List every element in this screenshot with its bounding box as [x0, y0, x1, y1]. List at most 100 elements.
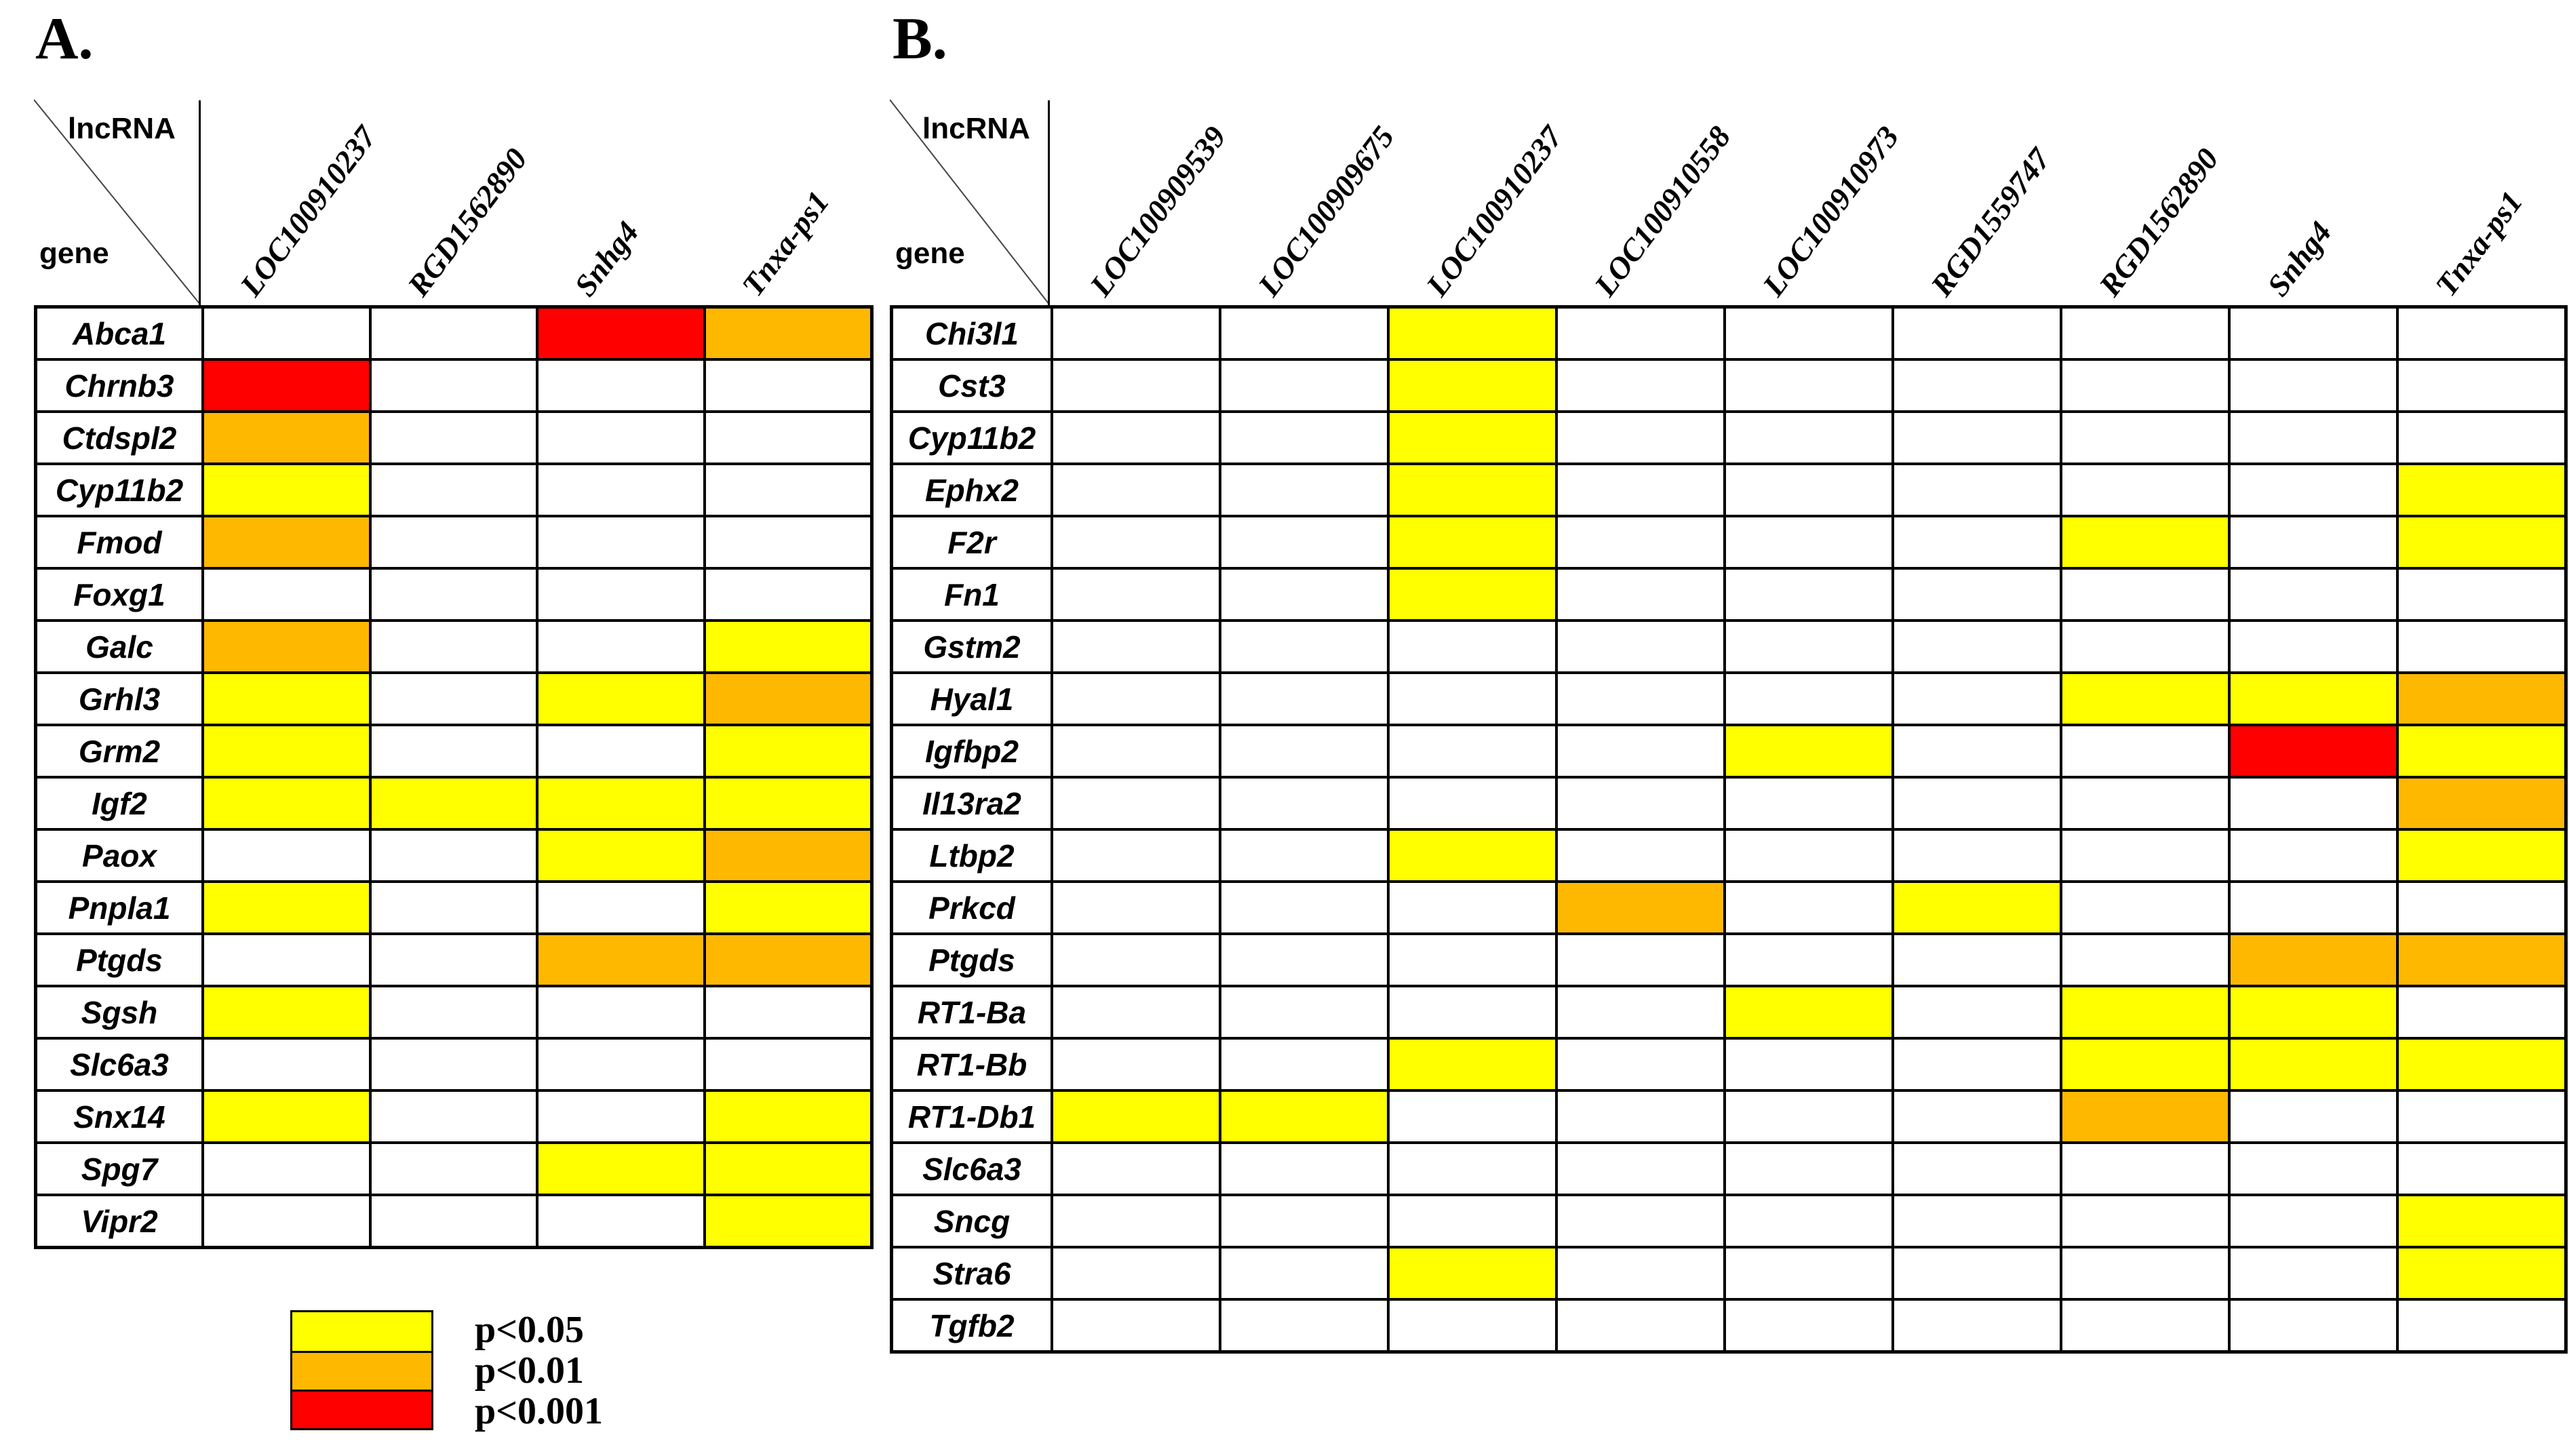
panel-b-lncrna-axis-label: lncRNA [922, 112, 1030, 145]
heatmap-cell [1893, 1090, 2061, 1143]
heatmap-cell [2397, 516, 2566, 568]
gene-row-label: F2r [892, 516, 1052, 568]
heatmap-cell [1220, 1299, 1388, 1352]
heatmap-cell [203, 725, 370, 777]
panel-b-corner-diagonal-line [890, 99, 1050, 305]
heatmap-cell [203, 673, 370, 725]
gene-row-label: Grm2 [36, 725, 203, 777]
heatmap-cell [1556, 1038, 1725, 1090]
heatmap-cell [1725, 829, 1893, 882]
heatmap-cell [1725, 1299, 1893, 1352]
heatmap-cell [1556, 464, 1725, 516]
heatmap-cell [1893, 777, 2061, 829]
gene-row-label: Prkcd [892, 882, 1052, 934]
gene-row-label: Cyp11b2 [892, 412, 1052, 464]
heatmap-cell [2061, 621, 2229, 673]
legend-label-p005: p<0.05 [475, 1309, 585, 1351]
heatmap-cell [1220, 1143, 1388, 1195]
heatmap-cell [1893, 673, 2061, 725]
legend-swatch-box [290, 1310, 433, 1430]
lncrna-column-header: Tnxa-ps1 [2428, 184, 2530, 302]
heatmap-cell [1220, 1195, 1388, 1247]
heatmap-cell [2061, 1247, 2229, 1299]
gene-row-label: Galc [36, 621, 203, 673]
heatmap-cell [2229, 1143, 2397, 1195]
heatmap-cell [2397, 777, 2566, 829]
heatmap-cell [370, 621, 537, 673]
panel-a-gene-axis-label: gene [39, 237, 109, 270]
heatmap-cell [537, 829, 705, 882]
heatmap-cell [2229, 934, 2397, 986]
heatmap-cell [704, 307, 871, 359]
heatmap-cell [1052, 359, 1220, 412]
panel-a-heatmap-grid: Abca1 Chrnb3 Ctdspl2 Cyp11b2 Fmod Foxg1 Galc Gr… [34, 305, 874, 1249]
heatmap-cell [370, 986, 537, 1038]
heatmap-cell [1893, 1195, 2061, 1247]
heatmap-cell [203, 307, 370, 359]
heatmap-cell [1220, 986, 1388, 1038]
heatmap-cell [1388, 882, 1556, 934]
heatmap-cell [704, 1038, 871, 1090]
gene-row-label: Slc6a3 [36, 1038, 203, 1090]
gene-row-label: Ltbp2 [892, 829, 1052, 882]
heatmap-cell [2229, 986, 2397, 1038]
heatmap-cell [1220, 934, 1388, 986]
heatmap-cell [1052, 1299, 1220, 1352]
heatmap-cell [537, 621, 705, 673]
heatmap-cell [2061, 1143, 2229, 1195]
heatmap-cell [1556, 934, 1725, 986]
heatmap-cell [2229, 1195, 2397, 1247]
heatmap-cell [1052, 1090, 1220, 1143]
heatmap-cell [1893, 986, 2061, 1038]
panel-a-header-divider [199, 100, 201, 305]
heatmap-cell [537, 464, 705, 516]
heatmap-cell [1556, 412, 1725, 464]
legend-swatch-p001 [292, 1351, 431, 1390]
heatmap-cell [2061, 1090, 2229, 1143]
heatmap-cell [1388, 1299, 1556, 1352]
heatmap-cell [2229, 307, 2397, 359]
heatmap-cell [1893, 934, 2061, 986]
heatmap-cell [2397, 725, 2566, 777]
heatmap-cell [1052, 464, 1220, 516]
heatmap-cell [2229, 359, 2397, 412]
gene-row-label: Igfbp2 [892, 725, 1052, 777]
heatmap-cell [1052, 673, 1220, 725]
heatmap-cell [203, 1090, 370, 1143]
gene-row-label: Hyal1 [892, 673, 1052, 725]
heatmap-cell [1725, 621, 1893, 673]
heatmap-cell [1052, 621, 1220, 673]
heatmap-cell [704, 621, 871, 673]
heatmap-cell [704, 829, 871, 882]
heatmap-cell [1556, 307, 1725, 359]
heatmap-cell [1725, 412, 1893, 464]
gene-row-label: Cyp11b2 [36, 464, 203, 516]
heatmap-cell [1725, 1038, 1893, 1090]
lncrna-column-header: RGD1559747 [1923, 142, 2057, 302]
heatmap-cell [2397, 1038, 2566, 1090]
heatmap-cell [1388, 777, 1556, 829]
heatmap-cell [1052, 307, 1220, 359]
heatmap-cell [1556, 568, 1725, 621]
heatmap-cell [1725, 307, 1893, 359]
heatmap-cell [1052, 777, 1220, 829]
heatmap-cell [203, 1038, 370, 1090]
heatmap-cell [1893, 725, 2061, 777]
lncrna-column-header: LOC100909539 [1082, 119, 1233, 302]
heatmap-cell [537, 725, 705, 777]
heatmap-cell [1556, 986, 1725, 1038]
gene-row-label: Fmod [36, 516, 203, 568]
heatmap-cell [1725, 1090, 1893, 1143]
heatmap-cell [704, 673, 871, 725]
heatmap-cell [1725, 673, 1893, 725]
heatmap-cell [1220, 1247, 1388, 1299]
heatmap-cell [537, 412, 705, 464]
heatmap-cell [2061, 829, 2229, 882]
gene-row-label: Tgfb2 [892, 1299, 1052, 1352]
heatmap-cell [1556, 829, 1725, 882]
heatmap-cell [1556, 882, 1725, 934]
heatmap-cell [704, 464, 871, 516]
panel-b-heatmap-grid: Chi3l1 Cst3 Cyp11b2 Ephx2 F2r Fn1 Gstm2 Hyal1 Ig… [890, 305, 2568, 1354]
heatmap-cell [1893, 1299, 2061, 1352]
legend-swatch-p005 [292, 1312, 431, 1351]
